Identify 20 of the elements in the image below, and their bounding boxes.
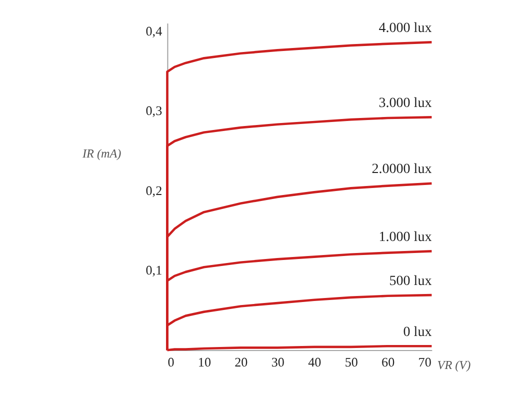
y-tick-label: 0,4 xyxy=(146,23,163,38)
y-axis-title: IR (mA) xyxy=(81,146,122,161)
series-label: 3.000 lux xyxy=(378,96,432,111)
series-label: 500 lux xyxy=(389,274,432,289)
x-tick-label: 30 xyxy=(271,354,285,370)
x-tick-label: 40 xyxy=(308,354,322,370)
series-label: 0 lux xyxy=(403,324,432,340)
y-tick-label: 0,1 xyxy=(146,262,162,278)
x-tick-label: 50 xyxy=(344,354,358,370)
x-tick-label: 70 xyxy=(418,354,432,370)
y-tick-label: 0,2 xyxy=(146,182,162,198)
x-tick-label: 60 xyxy=(382,354,396,370)
series-label: 4.000 lux xyxy=(378,20,432,36)
y-tick-label: 0,3 xyxy=(146,103,163,118)
x-tick-label: 10 xyxy=(198,354,212,370)
x-tick-label: 20 xyxy=(234,354,248,370)
series-label: 2.0000 lux xyxy=(372,162,432,178)
series-label: 1.000 lux xyxy=(378,230,432,245)
x-tick-label: 0 xyxy=(168,354,175,370)
x-axis-title: VR (V) xyxy=(437,358,471,372)
